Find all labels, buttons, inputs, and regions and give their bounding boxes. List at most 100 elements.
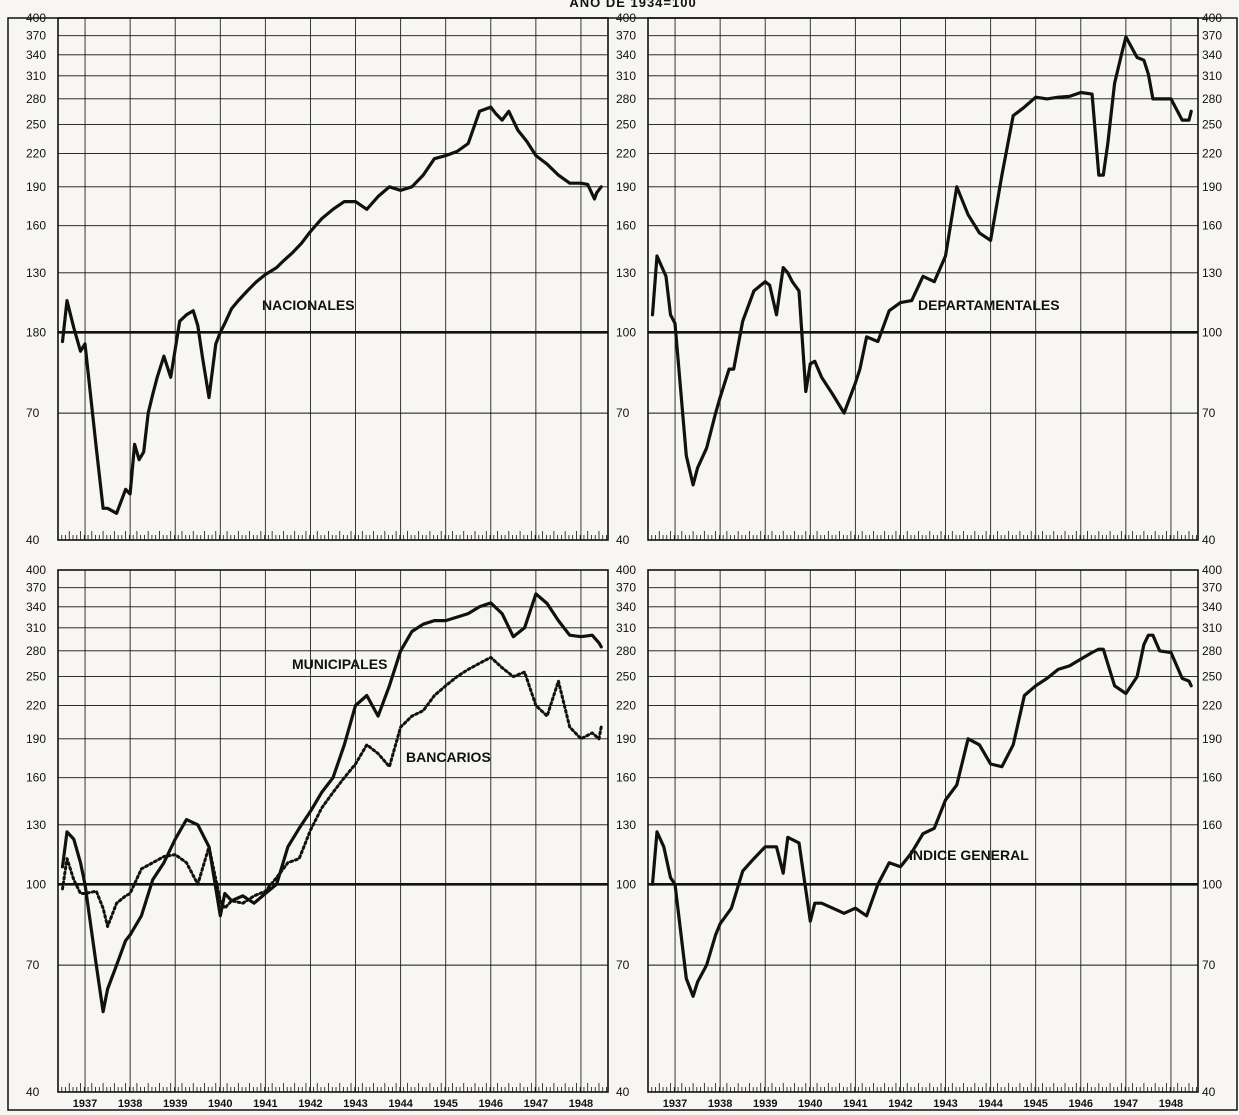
- x-year-label: 1939: [163, 1098, 187, 1110]
- y-tick-label: 130: [26, 818, 46, 832]
- x-year-label: 1947: [524, 1098, 548, 1110]
- x-year-label: 1945: [433, 1098, 457, 1110]
- y-tick-label: 40: [616, 1085, 630, 1099]
- x-year-label: 1944: [388, 1098, 413, 1110]
- series-line-bancarios: [61, 655, 603, 928]
- x-year-label: 1937: [73, 1098, 97, 1110]
- panel-bottom-right: 40 70 100 130 160 190 220 250 280 310 340 370 400 40 7…: [616, 563, 1222, 1110]
- y-tick-label: 370: [616, 29, 636, 43]
- y-tick-label: 310: [616, 621, 636, 635]
- y-tick-label: 160: [616, 771, 636, 785]
- y-tick-label-right: 130: [1202, 266, 1222, 280]
- x-year-label: 1941: [253, 1098, 277, 1110]
- label-nacionales: NACIONALES: [262, 297, 355, 313]
- y-tick-label: 190: [616, 180, 636, 194]
- y-tick-label: 40: [26, 533, 40, 547]
- y-tick-label: 160: [616, 219, 636, 233]
- y-tick-label: 100: [26, 877, 46, 891]
- y-tick-label: 250: [26, 118, 46, 132]
- y-tick-label: 100: [616, 325, 636, 339]
- y-tick-label-right: 280: [1202, 92, 1222, 106]
- x-year-label: 1939: [753, 1098, 777, 1110]
- y-tick-label: 400: [26, 563, 46, 577]
- y-tick-label: 250: [616, 118, 636, 132]
- y-tick-label: 70: [26, 958, 40, 972]
- series-line-indice-general: [650, 633, 1193, 998]
- x-year-label: 1940: [208, 1098, 232, 1110]
- x-year-label: 1943: [933, 1098, 957, 1110]
- y-tick-label: 310: [26, 69, 46, 83]
- y-tick-label: 130: [616, 818, 636, 832]
- panel-border: [57, 17, 609, 541]
- chart-header-title: AÑO DE 1934=100: [569, 0, 696, 10]
- y-tick-label: 370: [26, 581, 46, 595]
- series-line-nacionales: [60, 105, 603, 515]
- series-labels: NACIONALES DEPARTAMENTALES MUNICIPALES B…: [262, 297, 1060, 863]
- y-tick-label-right: 40: [1202, 533, 1216, 547]
- y-tick-label-right: 190: [1202, 180, 1222, 194]
- y-tick-label: 70: [26, 406, 40, 420]
- y-tick-label-right: 160: [1202, 219, 1222, 233]
- y-tick-label: 310: [616, 69, 636, 83]
- y-tick-label-right: 250: [1202, 670, 1222, 684]
- y-tick-label: 100: [616, 877, 636, 891]
- x-year-label: 1943: [343, 1098, 367, 1110]
- panel-top-right: 40 70 100 130 160 190 220 250 280 310 340 370 400 40 7…: [616, 11, 1222, 547]
- x-year-label: 1946: [479, 1098, 503, 1110]
- y-tick-label-right: 70: [1202, 406, 1216, 420]
- y-tick-label: 310: [26, 621, 46, 635]
- y-tick-label-right: 370: [1202, 29, 1222, 43]
- y-tick-label: 370: [26, 29, 46, 43]
- panel-border: [57, 569, 609, 1093]
- y-tick-label-right: 400: [1202, 563, 1222, 577]
- x-year-label: 1948: [569, 1098, 593, 1110]
- x-year-label: 1944: [978, 1098, 1003, 1110]
- x-year-label: 1948: [1159, 1098, 1183, 1110]
- y-tick-label: 220: [616, 699, 636, 713]
- y-tick-label: 40: [616, 533, 630, 547]
- y-tick-label-right: 220: [1202, 699, 1222, 713]
- chart-panels: 40 70 180 130 160 190 220 250 280 310 340 370 400 40 7…: [7, 11, 1238, 1111]
- series-line-municipales: [60, 592, 603, 1014]
- y-tick-label: 340: [26, 600, 46, 614]
- y-tick-label: 190: [26, 732, 46, 746]
- y-tick-label: 340: [616, 600, 636, 614]
- panel-border: [647, 569, 1199, 1093]
- y-tick-label: 370: [616, 581, 636, 595]
- y-tick-label: 70: [616, 406, 630, 420]
- y-tick-label: 130: [616, 266, 636, 280]
- label-municipales: MUNICIPALES: [292, 656, 387, 672]
- y-tick-label-right: 100: [1202, 877, 1222, 891]
- y-tick-label: 250: [616, 670, 636, 684]
- y-tick-label: 220: [26, 699, 46, 713]
- panel-bottom-left: 40 70 100 130 160 190 220 250 280 310 340 370 400 193…: [26, 563, 609, 1110]
- x-year-label: 1938: [118, 1098, 142, 1110]
- panel-border: [647, 17, 1199, 541]
- x-year-label: 1940: [798, 1098, 822, 1110]
- y-tick-label: 180: [26, 325, 46, 339]
- y-tick-label: 160: [26, 771, 46, 785]
- label-bancarios: BANCARIOS: [406, 749, 491, 765]
- y-tick-label: 190: [26, 180, 46, 194]
- x-year-label: 1942: [888, 1098, 912, 1110]
- y-tick-label: 220: [26, 147, 46, 161]
- x-year-label: 1947: [1114, 1098, 1138, 1110]
- y-tick-label: 400: [616, 11, 636, 25]
- y-tick-label: 280: [26, 644, 46, 658]
- y-tick-label-right: 160: [1202, 771, 1222, 785]
- y-tick-label-right: 190: [1202, 732, 1222, 746]
- y-tick-label-right: 280: [1202, 644, 1222, 658]
- y-tick-label: 400: [26, 11, 46, 25]
- y-tick-label: 220: [616, 147, 636, 161]
- y-tick-label-right: 310: [1202, 69, 1222, 83]
- y-tick-label: 340: [616, 48, 636, 62]
- y-tick-label-right: 310: [1202, 621, 1222, 635]
- y-tick-label-right: 160: [1202, 818, 1222, 832]
- y-tick-label: 280: [616, 92, 636, 106]
- x-year-label: 1941: [843, 1098, 867, 1110]
- y-tick-label: 160: [26, 219, 46, 233]
- y-tick-label: 70: [616, 958, 630, 972]
- y-tick-label: 130: [26, 266, 46, 280]
- x-year-label: 1946: [1069, 1098, 1093, 1110]
- y-tick-label: 190: [616, 732, 636, 746]
